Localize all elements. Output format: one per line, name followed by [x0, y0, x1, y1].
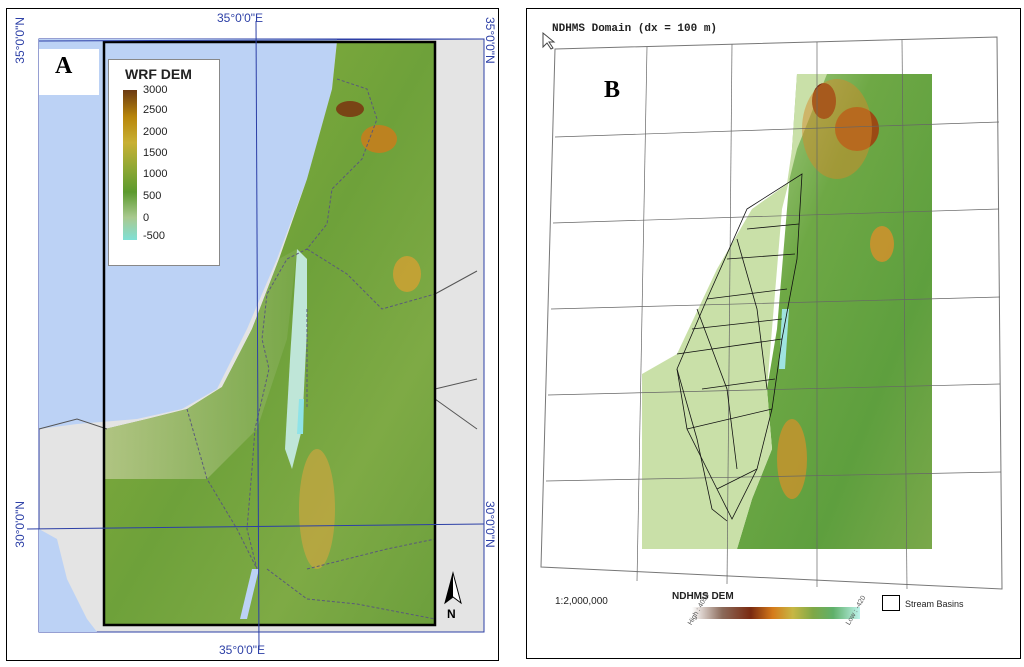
wrf-domain-box	[102, 40, 437, 627]
gulf-of-aqaba	[240, 569, 259, 619]
north-arrow: N	[441, 571, 465, 621]
dem-highland-2	[870, 226, 894, 262]
coord-bottom: 35°0'0"E	[219, 643, 266, 657]
legend-tick: 2500	[143, 104, 168, 116]
panel-a-letter: A	[55, 53, 73, 79]
political-borders	[186, 78, 436, 620]
coord-right-bottom: 30°0'0"N	[483, 501, 497, 548]
parallel-35n	[38, 38, 485, 42]
parallel-30n	[26, 523, 485, 530]
coord-left-bottom: 30°0'0"N	[13, 501, 27, 548]
meridian-35e	[255, 20, 260, 650]
dem-high-mountain-2	[361, 125, 397, 153]
legend-tick: 3000	[143, 84, 168, 96]
coord-right-top: 35°0'0"N	[483, 17, 497, 64]
dem-highland-1	[802, 79, 872, 179]
dem-coastal-plain	[105, 249, 297, 479]
coord-top: 35°0'0"E	[217, 11, 264, 25]
stream-basins	[676, 173, 803, 522]
outer-borders	[38, 270, 478, 430]
red-sea-area	[39, 529, 97, 632]
panel-b-letter: B	[604, 77, 621, 103]
panel-a-letter-bg	[39, 49, 99, 95]
north-label: N	[447, 607, 456, 621]
panel-b-map	[540, 31, 1003, 590]
legend-color-bar	[123, 90, 137, 240]
legend-tick: 500	[143, 190, 162, 202]
legend-title: WRF DEM	[125, 66, 192, 82]
ndhms-dem-coastal	[642, 74, 827, 549]
scale-label: 1:2,000,000	[555, 596, 608, 607]
dem-highland	[393, 256, 421, 292]
panel-a: A 35°0'0"E 35°0'0"E 35°0'0"N 35°0'0"N 30…	[6, 8, 499, 661]
legend-tick: -500	[143, 230, 166, 242]
coord-left-top: 35°0'0"N	[13, 17, 27, 64]
dem-high-mountain	[336, 101, 364, 117]
dem-legend-bar	[692, 607, 860, 619]
panel-b: B NDHMS Domain (dx = 100 m) 1:2,000,000 …	[526, 8, 1021, 659]
north-arrow-icon	[444, 571, 462, 605]
stream-basins-swatch	[882, 595, 900, 611]
panel-b-title: NDHMS Domain (dx = 100 m)	[552, 23, 718, 35]
graticule-frame	[540, 36, 1003, 590]
legend-tick: 0	[143, 212, 150, 224]
graticule-grid	[545, 39, 1002, 590]
dem-highland-south	[299, 449, 335, 569]
dem-highland-3	[777, 419, 807, 499]
wrf-dem-legend: WRF DEM 3000 2500 2000 1500 1000 500 0 -…	[108, 59, 220, 266]
dead-sea	[297, 399, 304, 434]
cursor-arrow-icon	[542, 31, 556, 50]
legend-tick: 1000	[143, 168, 168, 180]
legend-tick: 2000	[143, 126, 168, 138]
panel-a-map	[26, 20, 485, 650]
dem-legend-title: NDHMS DEM	[672, 591, 734, 602]
jordan-valley	[779, 309, 789, 369]
legend-tick: 1500	[143, 147, 168, 159]
stream-basins-label: Stream Basins	[905, 599, 964, 609]
